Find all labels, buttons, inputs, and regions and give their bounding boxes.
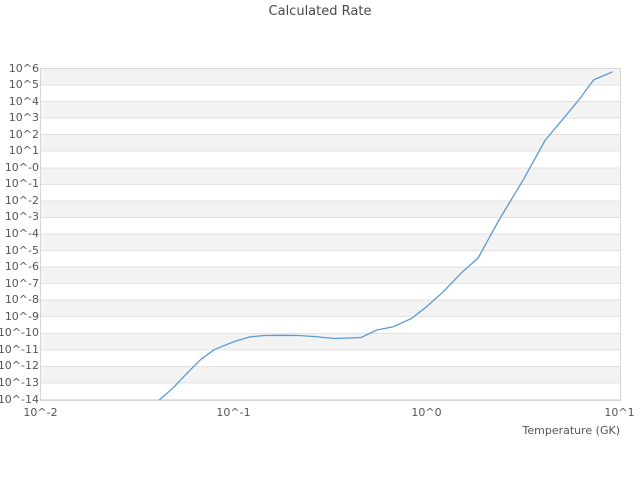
plot-area	[40, 68, 621, 401]
y-tick-label: 10^-4	[4, 227, 39, 240]
y-tick-label: 10^-13	[0, 375, 39, 389]
y-tick-label: 10^-1	[4, 177, 39, 191]
y-tick-label: 10^-8	[4, 293, 39, 307]
x-tick-label: 10^-2	[23, 406, 58, 419]
y-tick-label: 10^5	[8, 78, 39, 92]
y-tick-label: 10^-3	[4, 210, 39, 224]
x-tick-label: 10^0	[411, 406, 442, 419]
y-tick-label: 10^-9	[4, 309, 39, 323]
y-tick-label: 10^-14	[0, 392, 39, 406]
y-tick-label: 10^-6	[4, 260, 39, 274]
rate-curve	[158, 71, 613, 400]
rate-curve-line	[158, 71, 613, 400]
y-tick-label: 10^-2	[4, 193, 39, 207]
x-tick-label: 10^-1	[216, 406, 251, 419]
x-tick-label: 10^1	[604, 406, 635, 419]
y-tick-label: 10^-11	[0, 342, 39, 356]
x-axis-title: Temperature (GK)	[522, 424, 621, 437]
y-tick-label: 10^4	[8, 94, 39, 108]
y-tick-label: 10^-0	[4, 160, 39, 174]
y-tick-label: 10^-12	[0, 359, 39, 373]
y-tick-label: 10^-10	[0, 326, 39, 340]
y-tick-label: 10^3	[8, 111, 39, 125]
y-tick-label: 10^-5	[4, 243, 39, 257]
y-tick-label: 10^2	[8, 127, 39, 141]
y-tick-label: 10^-7	[4, 276, 39, 290]
chart-title: Calculated Rate	[268, 4, 372, 19]
y-tick-label: 10^6	[8, 61, 39, 75]
y-tick-label: 10^1	[8, 144, 39, 158]
